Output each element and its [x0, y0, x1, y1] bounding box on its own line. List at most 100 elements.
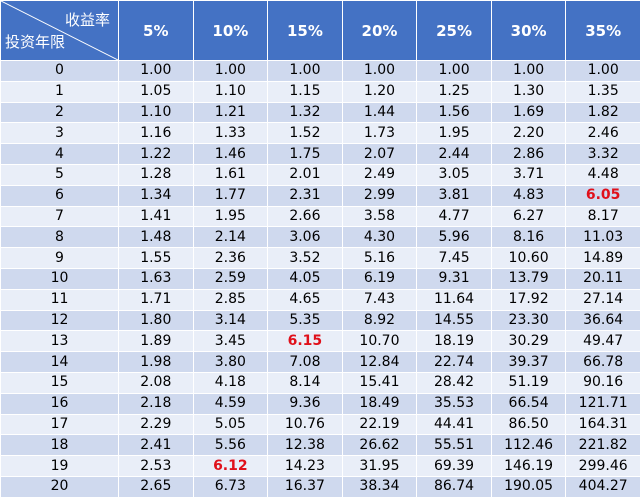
value-cell: 35.53 [417, 393, 492, 414]
rate-header-cell: 5% [119, 1, 194, 61]
value-cell: 1.30 [491, 81, 566, 102]
value-cell: 8.92 [342, 310, 417, 331]
value-cell: 38.34 [342, 476, 417, 497]
highlighted-value-cell: 6.15 [268, 331, 343, 352]
year-cell: 4 [1, 144, 119, 165]
value-cell: 1.20 [342, 81, 417, 102]
value-cell: 1.21 [193, 102, 268, 123]
value-cell: 2.31 [268, 185, 343, 206]
highlighted-value-cell: 6.12 [193, 456, 268, 477]
value-cell: 30.29 [491, 331, 566, 352]
value-cell: 2.14 [193, 227, 268, 248]
value-cell: 4.05 [268, 268, 343, 289]
value-cell: 1.00 [491, 61, 566, 82]
rate-header-cell: 30% [491, 1, 566, 61]
value-cell: 4.59 [193, 393, 268, 414]
value-cell: 1.46 [193, 144, 268, 165]
value-cell: 26.62 [342, 435, 417, 456]
value-cell: 146.19 [491, 456, 566, 477]
value-cell: 4.30 [342, 227, 417, 248]
value-cell: 44.41 [417, 414, 492, 435]
rate-header-cell: 20% [342, 1, 417, 61]
value-cell: 18.19 [417, 331, 492, 352]
value-cell: 1.61 [193, 164, 268, 185]
value-cell: 2.08 [119, 372, 194, 393]
year-cell: 5 [1, 164, 119, 185]
value-cell: 404.27 [566, 476, 640, 497]
value-cell: 1.00 [417, 61, 492, 82]
year-cell: 0 [1, 61, 119, 82]
value-cell: 86.50 [491, 414, 566, 435]
value-cell: 2.65 [119, 476, 194, 497]
value-cell: 6.73 [193, 476, 268, 497]
value-cell: 1.95 [417, 123, 492, 144]
value-cell: 2.07 [342, 144, 417, 165]
value-cell: 9.31 [417, 268, 492, 289]
year-cell: 11 [1, 289, 119, 310]
value-cell: 299.46 [566, 456, 640, 477]
value-cell: 1.28 [119, 164, 194, 185]
value-cell: 1.73 [342, 123, 417, 144]
year-cell: 2 [1, 102, 119, 123]
table-header: 收益率 投资年限 5%10%15%20%25%30%35% [1, 1, 640, 61]
year-cell: 7 [1, 206, 119, 227]
value-cell: 4.65 [268, 289, 343, 310]
year-cell: 1 [1, 81, 119, 102]
value-cell: 3.58 [342, 206, 417, 227]
value-cell: 2.85 [193, 289, 268, 310]
year-cell: 17 [1, 414, 119, 435]
value-cell: 12.38 [268, 435, 343, 456]
value-cell: 22.19 [342, 414, 417, 435]
value-cell: 1.69 [491, 102, 566, 123]
value-cell: 1.44 [342, 102, 417, 123]
value-cell: 1.52 [268, 123, 343, 144]
corner-label-rate: 收益率 [65, 9, 110, 30]
year-cell: 20 [1, 476, 119, 497]
value-cell: 2.41 [119, 435, 194, 456]
value-cell: 66.54 [491, 393, 566, 414]
value-cell: 2.86 [491, 144, 566, 165]
value-cell: 1.00 [566, 61, 640, 82]
value-cell: 36.64 [566, 310, 640, 331]
value-cell: 2.18 [119, 393, 194, 414]
value-cell: 164.31 [566, 414, 640, 435]
value-cell: 2.29 [119, 414, 194, 435]
value-cell: 31.95 [342, 456, 417, 477]
value-cell: 3.80 [193, 352, 268, 373]
value-cell: 3.52 [268, 248, 343, 269]
value-cell: 1.63 [119, 268, 194, 289]
value-cell: 8.14 [268, 372, 343, 393]
value-cell: 1.98 [119, 352, 194, 373]
value-cell: 1.10 [119, 102, 194, 123]
value-cell: 5.05 [193, 414, 268, 435]
value-cell: 2.01 [268, 164, 343, 185]
value-cell: 13.79 [491, 268, 566, 289]
value-cell: 1.00 [342, 61, 417, 82]
highlighted-value-cell: 6.05 [566, 185, 640, 206]
value-cell: 55.51 [417, 435, 492, 456]
value-cell: 1.16 [119, 123, 194, 144]
value-cell: 9.36 [268, 393, 343, 414]
value-cell: 14.23 [268, 456, 343, 477]
value-cell: 18.49 [342, 393, 417, 414]
value-cell: 27.14 [566, 289, 640, 310]
value-cell: 1.82 [566, 102, 640, 123]
value-cell: 1.15 [268, 81, 343, 102]
value-cell: 1.55 [119, 248, 194, 269]
value-cell: 8.16 [491, 227, 566, 248]
year-cell: 12 [1, 310, 119, 331]
value-cell: 1.00 [268, 61, 343, 82]
year-cell: 13 [1, 331, 119, 352]
header-row: 收益率 投资年限 5%10%15%20%25%30%35% [1, 1, 640, 61]
